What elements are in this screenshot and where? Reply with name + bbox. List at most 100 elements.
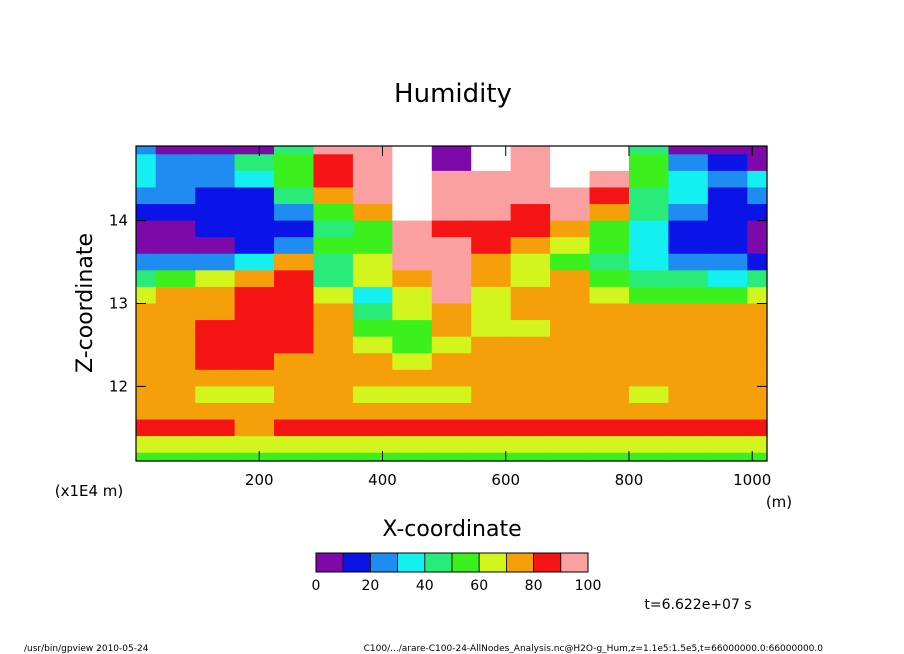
- contour-cell: [510, 170, 551, 189]
- contour-cell: [431, 336, 472, 354]
- contour-cell: [392, 220, 433, 238]
- contour-cell: [510, 353, 551, 371]
- contour-cell: [668, 336, 709, 354]
- contour-cell: [392, 452, 433, 462]
- time-label: t=6.622e+07 s: [644, 597, 751, 613]
- contour-cell: [234, 286, 275, 305]
- contour-cell: [313, 419, 354, 437]
- contour-cell: [747, 320, 768, 338]
- contour-cell: [234, 353, 275, 371]
- contour-cell: [136, 146, 157, 155]
- contour-cell: [155, 419, 196, 437]
- contour-cell: [471, 286, 512, 305]
- contour-cell: [195, 253, 236, 271]
- contour-cell: [155, 270, 196, 288]
- contour-cell: [668, 187, 709, 205]
- contour-cell: [155, 170, 196, 189]
- contour-cell: [234, 204, 275, 222]
- colorbar-frame: [315, 552, 589, 573]
- contour-cell: [195, 386, 236, 404]
- contour-cell: [352, 146, 393, 155]
- contour-cell: [274, 204, 315, 222]
- contour-cell: [155, 386, 196, 404]
- contour-cell: [136, 204, 157, 222]
- contour-cell: [136, 419, 157, 437]
- y-tick-label: 12: [109, 377, 128, 395]
- contour-cell: [668, 146, 709, 155]
- contour-cell: [234, 146, 275, 155]
- contour-cell: [471, 452, 512, 462]
- contour-cell: [392, 419, 433, 437]
- contour-cell: [589, 369, 630, 387]
- contour-cell: [471, 253, 512, 271]
- contour-cell: [352, 170, 393, 189]
- contour-cell: [234, 419, 275, 437]
- contour-cell: [195, 187, 236, 205]
- x-tick-label: 200: [245, 471, 274, 489]
- contour-cell: [668, 320, 709, 338]
- contour-cell: [136, 320, 157, 338]
- footer-left: /usr/bin/gpview 2010-05-24: [24, 644, 149, 654]
- contour-cell: [195, 286, 236, 305]
- contour-cell: [352, 320, 393, 338]
- contour-cell: [136, 286, 157, 305]
- contour-cell: [668, 253, 709, 271]
- contour-cell: [628, 286, 670, 305]
- contour-cell: [668, 204, 709, 222]
- contour-cell: [274, 187, 315, 205]
- contour-cell: [392, 402, 433, 421]
- contour-cell: [313, 270, 354, 288]
- contour-cell: [628, 146, 670, 155]
- contour-cell: [707, 237, 748, 255]
- contour-cell: [195, 237, 236, 255]
- contour-cell: [392, 336, 433, 354]
- contour-cell: [274, 286, 315, 305]
- contour-cell: [155, 187, 196, 205]
- contour-cell: [628, 452, 670, 462]
- contour-cell: [707, 286, 748, 305]
- contour-cell: [589, 270, 630, 288]
- contour-cell: [431, 237, 472, 255]
- contour-cell: [747, 204, 768, 222]
- contour-cell: [510, 320, 551, 338]
- contour-cell: [392, 286, 433, 305]
- contour-cell: [550, 336, 591, 354]
- contour-cell: [471, 204, 512, 222]
- colorbar-swatch: [424, 552, 453, 573]
- contour-cell: [707, 253, 748, 271]
- contour-cell: [471, 369, 512, 387]
- contour-cell: [550, 220, 591, 238]
- contour-cell: [550, 253, 591, 271]
- contour-cell: [274, 320, 315, 338]
- colorbar: 0 20 40 60 80 100: [312, 552, 602, 594]
- contour-cell: [274, 253, 315, 271]
- contour-cell: [550, 170, 591, 189]
- contour-cell: [352, 237, 393, 255]
- contour-cell: [234, 303, 275, 321]
- contour-cell: [155, 336, 196, 354]
- contour-cell: [313, 402, 354, 421]
- contour-cell: [155, 452, 196, 462]
- contour-cell: [747, 270, 768, 288]
- contour-cell: [392, 436, 433, 454]
- plot-area: 200 400 600 800 1000 12 13 14: [109, 145, 771, 489]
- contour-cell: [274, 436, 315, 454]
- contour-cell: [155, 353, 196, 371]
- contour-cell: [155, 286, 196, 305]
- colorbar-tick-label: 0: [312, 578, 321, 594]
- contour-cell: [392, 303, 433, 321]
- contour-cell: [195, 336, 236, 354]
- contour-cell: [431, 303, 472, 321]
- colorbar-tick-label: 100: [575, 578, 602, 594]
- contour-cell: [313, 220, 354, 238]
- contour-cell: [471, 270, 512, 288]
- y-tick-label: 13: [109, 295, 128, 313]
- contour-cell: [392, 237, 433, 255]
- contour-cell: [234, 187, 275, 205]
- contour-cell: [431, 320, 472, 338]
- colorbar-swatch: [342, 552, 371, 573]
- contour-cell: [234, 170, 275, 189]
- contour-cell: [471, 154, 512, 172]
- contour-cell: [155, 402, 196, 421]
- contour-cell: [510, 419, 551, 437]
